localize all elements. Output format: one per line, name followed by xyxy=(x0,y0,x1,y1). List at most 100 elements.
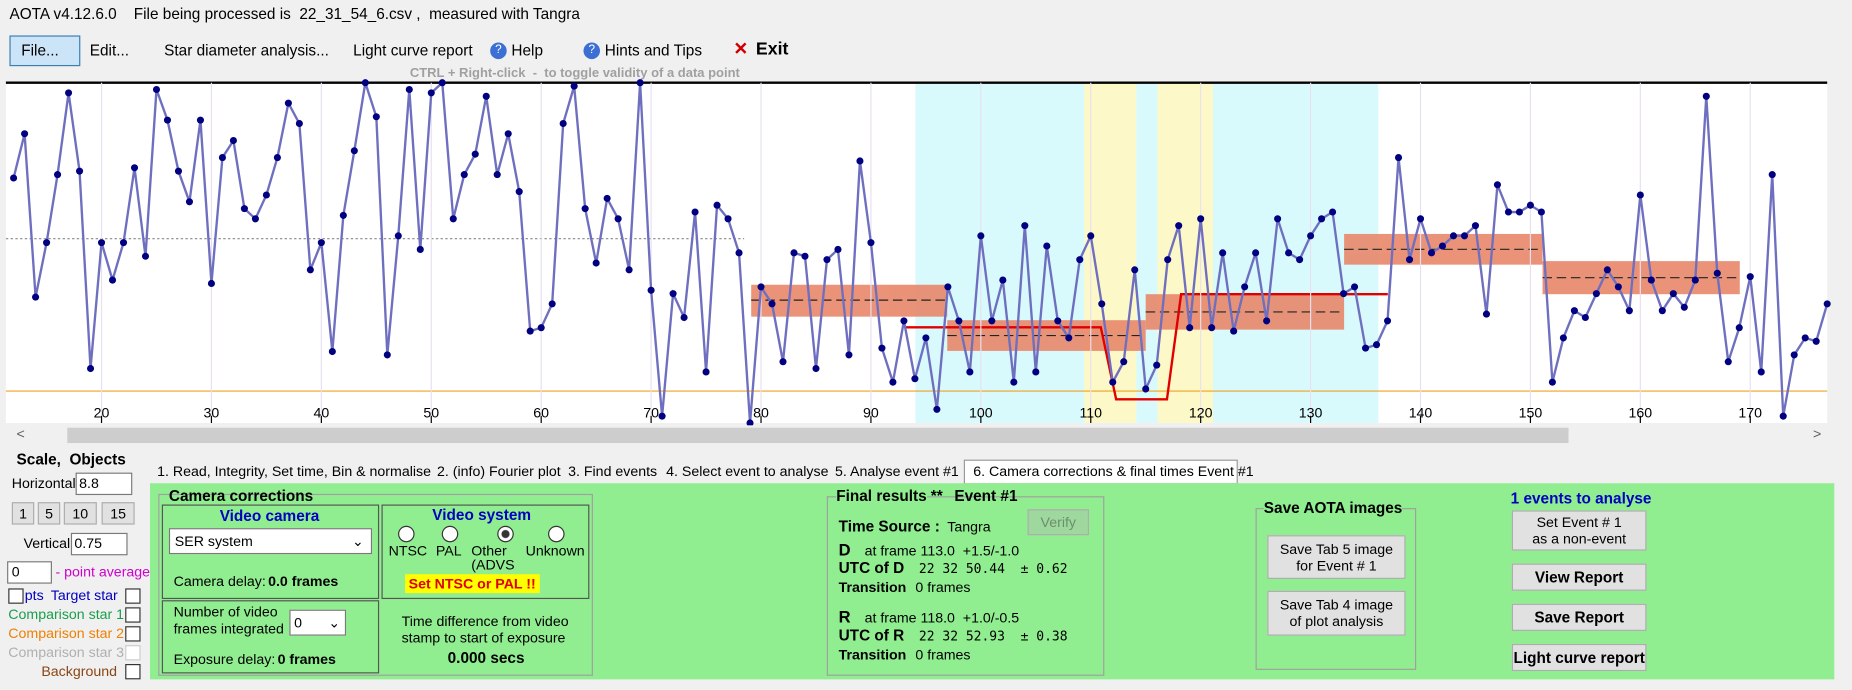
data-point xyxy=(1252,249,1260,257)
checkbox[interactable] xyxy=(125,588,141,604)
data-point xyxy=(691,208,699,216)
value: 0 frames xyxy=(915,578,971,596)
horizontal-input[interactable]: 8.8 xyxy=(75,472,133,496)
data-point xyxy=(526,327,534,335)
data-point xyxy=(405,85,413,94)
vertical-input[interactable]: 0.75 xyxy=(70,532,128,556)
data-point xyxy=(32,293,40,301)
data-point xyxy=(1340,290,1348,298)
label: UTC of R xyxy=(838,626,905,644)
tab[interactable]: 5. Analyse event #1 xyxy=(835,463,959,480)
data-point xyxy=(625,266,633,274)
x-tick-label: 100 xyxy=(969,405,993,421)
tab[interactable]: 2. (info) Fourier plot xyxy=(437,463,561,480)
menu-item[interactable]: Edit... xyxy=(89,41,130,60)
data-point xyxy=(1735,324,1743,332)
data-point xyxy=(1504,208,1512,216)
checkbox[interactable] xyxy=(125,607,141,623)
tab[interactable]: 4. Select event to analyse xyxy=(666,463,829,480)
checkbox[interactable] xyxy=(8,588,24,604)
button[interactable]: View Report xyxy=(1511,563,1647,591)
data-point xyxy=(1351,283,1359,291)
data-point xyxy=(1438,242,1447,250)
data-point xyxy=(416,245,424,253)
data-point xyxy=(746,419,754,427)
data-point xyxy=(328,347,336,356)
object: Comparison star 2 xyxy=(8,625,125,642)
data-point xyxy=(944,283,952,291)
data-point xyxy=(658,412,666,420)
menu-item[interactable]: Light curve report xyxy=(353,41,473,60)
data-point xyxy=(1065,334,1073,342)
data-point xyxy=(537,324,545,332)
menu-item[interactable]: Exit xyxy=(755,38,789,60)
object: Background xyxy=(41,662,117,680)
label: NTSC xyxy=(388,542,428,559)
tab[interactable]: 1. Read, Integrity, Set time, Bin & norm… xyxy=(157,463,431,480)
button-line: Save Tab 5 image xyxy=(1279,540,1394,558)
button[interactable]: Light curve report xyxy=(1511,643,1647,672)
data-point xyxy=(1087,232,1095,240)
value: 0.000 secs xyxy=(447,648,525,667)
data-point xyxy=(174,167,183,175)
checkbox[interactable] xyxy=(125,645,141,661)
data-point xyxy=(1054,317,1062,325)
radio[interactable] xyxy=(398,525,415,543)
data-point xyxy=(1724,358,1732,366)
data-point xyxy=(1307,232,1315,240)
data-point xyxy=(834,245,842,253)
data-point xyxy=(1669,290,1677,298)
data-point xyxy=(1603,266,1611,274)
radio[interactable] xyxy=(497,525,514,543)
tab[interactable]: 3. Find events xyxy=(568,463,658,480)
tab[interactable]: 6. Camera corrections & final times Even… xyxy=(973,463,1254,480)
radio[interactable] xyxy=(441,525,459,543)
scroll-left[interactable]: < xyxy=(17,427,25,443)
value: 0 xyxy=(11,563,20,581)
frames-select[interactable]: 0 ⌄ xyxy=(289,609,347,636)
label: R xyxy=(838,607,851,627)
scroll-right[interactable]: > xyxy=(1813,427,1821,443)
menu-item[interactable]: Star diameter analysis... xyxy=(164,41,329,60)
average-select[interactable]: 0 xyxy=(7,561,52,584)
label: Time Source : xyxy=(838,517,940,536)
label: Horizontal xyxy=(11,474,76,492)
button[interactable]: Save Report xyxy=(1511,603,1647,631)
dropdown-arrow: ⌄ xyxy=(328,614,341,631)
scale-button[interactable]: 1 xyxy=(11,502,35,525)
data-point xyxy=(955,317,963,325)
verify-button[interactable]: Verify xyxy=(1027,509,1089,536)
x-tick-label: 140 xyxy=(1409,405,1433,421)
data-point xyxy=(1449,232,1458,240)
checkbox[interactable] xyxy=(125,626,141,642)
data-point xyxy=(1219,249,1227,257)
button[interactable]: Save Tab 4 image of plot analysis xyxy=(1267,590,1406,636)
x-tick-label: 40 xyxy=(313,405,329,421)
data-point xyxy=(1526,201,1534,209)
button[interactable]: Save Tab 5 image for Event # 1 xyxy=(1267,535,1406,579)
data-point xyxy=(1768,171,1776,179)
checkbox[interactable] xyxy=(125,664,141,680)
radio[interactable] xyxy=(548,525,565,543)
help-icon: ? xyxy=(490,42,507,60)
data-point xyxy=(812,364,820,373)
menu-item[interactable]: Hints and Tips xyxy=(604,41,703,60)
exit-icon: ✕ xyxy=(733,38,749,60)
data-point xyxy=(1142,385,1150,393)
data-point xyxy=(548,300,556,308)
scale-title: Scale, Objects xyxy=(16,450,126,468)
data-point xyxy=(493,171,501,179)
label: Time difference from video xyxy=(401,613,569,630)
menu-item[interactable]: File... xyxy=(21,41,59,60)
label: pts xyxy=(24,587,44,604)
scale-button[interactable]: 5 xyxy=(37,502,61,525)
camera-select[interactable]: SER system ⌄ xyxy=(168,528,373,555)
menu-item[interactable]: Help xyxy=(511,41,544,60)
x-tick-label: 30 xyxy=(204,405,220,421)
data-point xyxy=(383,351,391,359)
scale-button[interactable]: 10 xyxy=(63,502,97,525)
scale-button[interactable]: 15 xyxy=(101,502,135,525)
data-point xyxy=(1581,313,1589,322)
button[interactable]: Set Event # 1 as a non-event xyxy=(1511,510,1647,551)
data-point xyxy=(394,232,402,240)
